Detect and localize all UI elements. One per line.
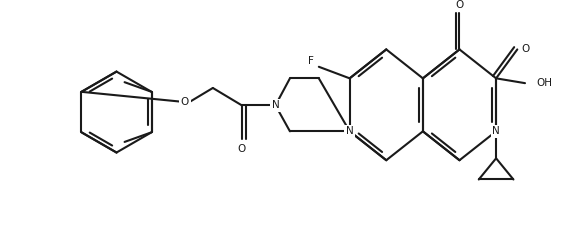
Text: O: O (238, 144, 246, 154)
Text: F: F (308, 56, 314, 66)
Text: OH: OH (537, 78, 552, 88)
Text: N: N (492, 126, 500, 136)
Text: N: N (346, 126, 354, 136)
Text: N: N (272, 100, 279, 110)
Text: O: O (181, 97, 189, 107)
Text: O: O (456, 0, 464, 10)
Text: O: O (521, 45, 529, 55)
